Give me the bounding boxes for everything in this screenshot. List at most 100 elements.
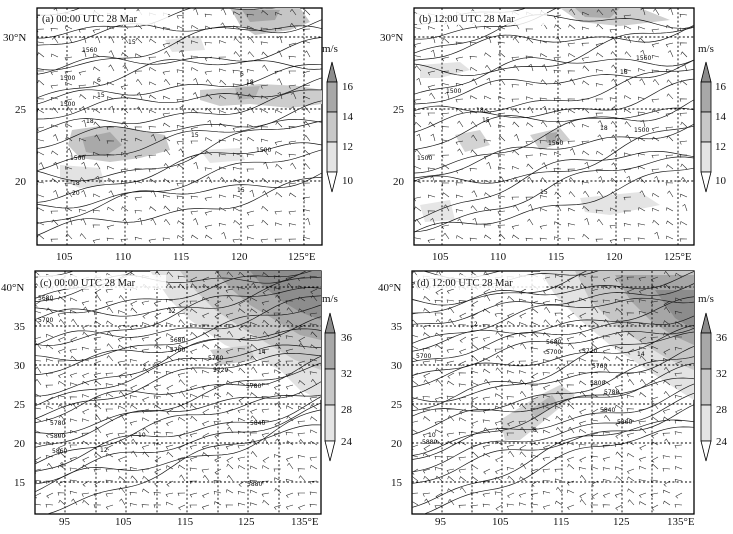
wind-barb bbox=[553, 97, 562, 102]
wind-barb bbox=[35, 456, 42, 463]
wind-barb bbox=[105, 300, 114, 306]
wind-barb bbox=[166, 420, 174, 427]
wind-barb bbox=[422, 492, 431, 497]
wind-barb bbox=[262, 319, 270, 326]
wind-barb bbox=[166, 451, 174, 458]
wind-barb bbox=[667, 190, 674, 198]
wind-barb bbox=[638, 492, 647, 498]
contour-line bbox=[412, 296, 694, 352]
colorbar-unit: m/s bbox=[698, 293, 714, 305]
wind-barb bbox=[663, 366, 671, 374]
wind-barb bbox=[582, 205, 590, 212]
contour-line bbox=[414, 167, 694, 233]
wind-barb bbox=[214, 456, 222, 463]
wind-barb bbox=[93, 193, 101, 198]
contour-label: 20 bbox=[72, 190, 80, 197]
wind-barb bbox=[525, 55, 534, 59]
contour-line bbox=[412, 283, 694, 325]
wind-barb bbox=[567, 98, 576, 102]
wind-barb bbox=[579, 428, 587, 434]
wind-barb bbox=[134, 196, 143, 201]
wind-barb bbox=[93, 372, 102, 378]
wind-barb bbox=[615, 356, 623, 362]
colorbar-b: m/s 16 14 12 10 bbox=[698, 43, 727, 193]
wind-barb bbox=[507, 370, 515, 374]
contour-line bbox=[35, 271, 307, 303]
wind-barb bbox=[530, 347, 539, 351]
colorbar-bottom-triangle bbox=[700, 440, 712, 462]
wind-barb bbox=[578, 420, 587, 426]
wind-barb bbox=[225, 323, 234, 328]
panel-a: 1560 1500 6 15 1500 6 18 15 1500 20 18 1… bbox=[3, 7, 323, 263]
colorbar-tick: 14 bbox=[342, 111, 354, 123]
lon-label: 125 bbox=[238, 516, 255, 528]
wind-barb bbox=[506, 396, 515, 400]
wind-barb bbox=[119, 414, 126, 422]
wind-barb bbox=[121, 36, 129, 44]
wind-barb bbox=[106, 224, 115, 230]
wind-barb bbox=[134, 168, 143, 172]
wind-barb bbox=[483, 427, 491, 434]
wind-barb bbox=[624, 51, 632, 58]
wind-barb bbox=[555, 356, 563, 362]
wind-barb bbox=[142, 384, 150, 391]
wind-barb bbox=[148, 238, 157, 243]
wind-barb bbox=[93, 504, 102, 508]
wind-barb bbox=[495, 476, 503, 482]
wind-barb bbox=[423, 295, 431, 302]
wind-barb bbox=[511, 98, 520, 103]
wind-barb bbox=[189, 432, 198, 438]
wind-barb bbox=[201, 444, 210, 450]
wind-barb bbox=[554, 221, 562, 226]
wind-barb bbox=[289, 22, 297, 30]
wind-barb bbox=[135, 78, 143, 86]
wind-barb bbox=[653, 8, 660, 16]
wind-barb bbox=[154, 322, 162, 326]
wind-barb bbox=[261, 348, 270, 353]
wind-barb bbox=[58, 464, 66, 470]
wind-barb bbox=[65, 25, 73, 30]
wind-barb bbox=[430, 217, 436, 226]
wind-barb bbox=[610, 148, 618, 156]
wind-barb bbox=[238, 308, 246, 314]
wind-barb bbox=[482, 336, 491, 342]
wind-barb bbox=[590, 371, 599, 376]
wind-barb bbox=[430, 49, 436, 58]
wind-barb bbox=[610, 51, 618, 58]
wind-barb bbox=[226, 391, 234, 398]
wind-barb bbox=[543, 348, 551, 355]
wind-barb bbox=[57, 492, 66, 496]
wind-barb bbox=[285, 335, 294, 339]
wind-barb bbox=[166, 355, 174, 362]
wind-barb bbox=[590, 383, 599, 388]
wind-barb bbox=[290, 106, 297, 114]
wind-barb bbox=[482, 503, 491, 508]
wind-barb bbox=[680, 163, 688, 170]
wind-barb bbox=[597, 120, 604, 128]
wind-barb bbox=[610, 207, 618, 212]
wind-barb bbox=[129, 467, 138, 471]
wind-barb bbox=[595, 83, 604, 87]
wind-barb bbox=[189, 504, 197, 508]
wind-barb bbox=[189, 444, 198, 450]
contour-line bbox=[414, 14, 694, 54]
wind-barb bbox=[178, 504, 186, 511]
contour-label: 1560 bbox=[548, 140, 563, 147]
wind-barb bbox=[176, 98, 185, 103]
wind-barb bbox=[674, 384, 683, 389]
wind-barb bbox=[526, 122, 534, 128]
wind-barb bbox=[554, 110, 562, 114]
wind-barb bbox=[246, 210, 255, 216]
wind-barb bbox=[675, 321, 683, 326]
wind-barb bbox=[82, 331, 90, 338]
wind-barb bbox=[422, 324, 431, 330]
wind-barb bbox=[666, 79, 674, 86]
wind-barb bbox=[455, 41, 464, 46]
wind-barb bbox=[35, 310, 42, 314]
wind-barb bbox=[615, 504, 623, 511]
contour-line bbox=[414, 107, 694, 174]
wind-barb bbox=[579, 492, 587, 499]
wind-barb bbox=[309, 275, 318, 280]
wind-barb bbox=[289, 8, 297, 16]
wind-barb bbox=[595, 238, 604, 243]
